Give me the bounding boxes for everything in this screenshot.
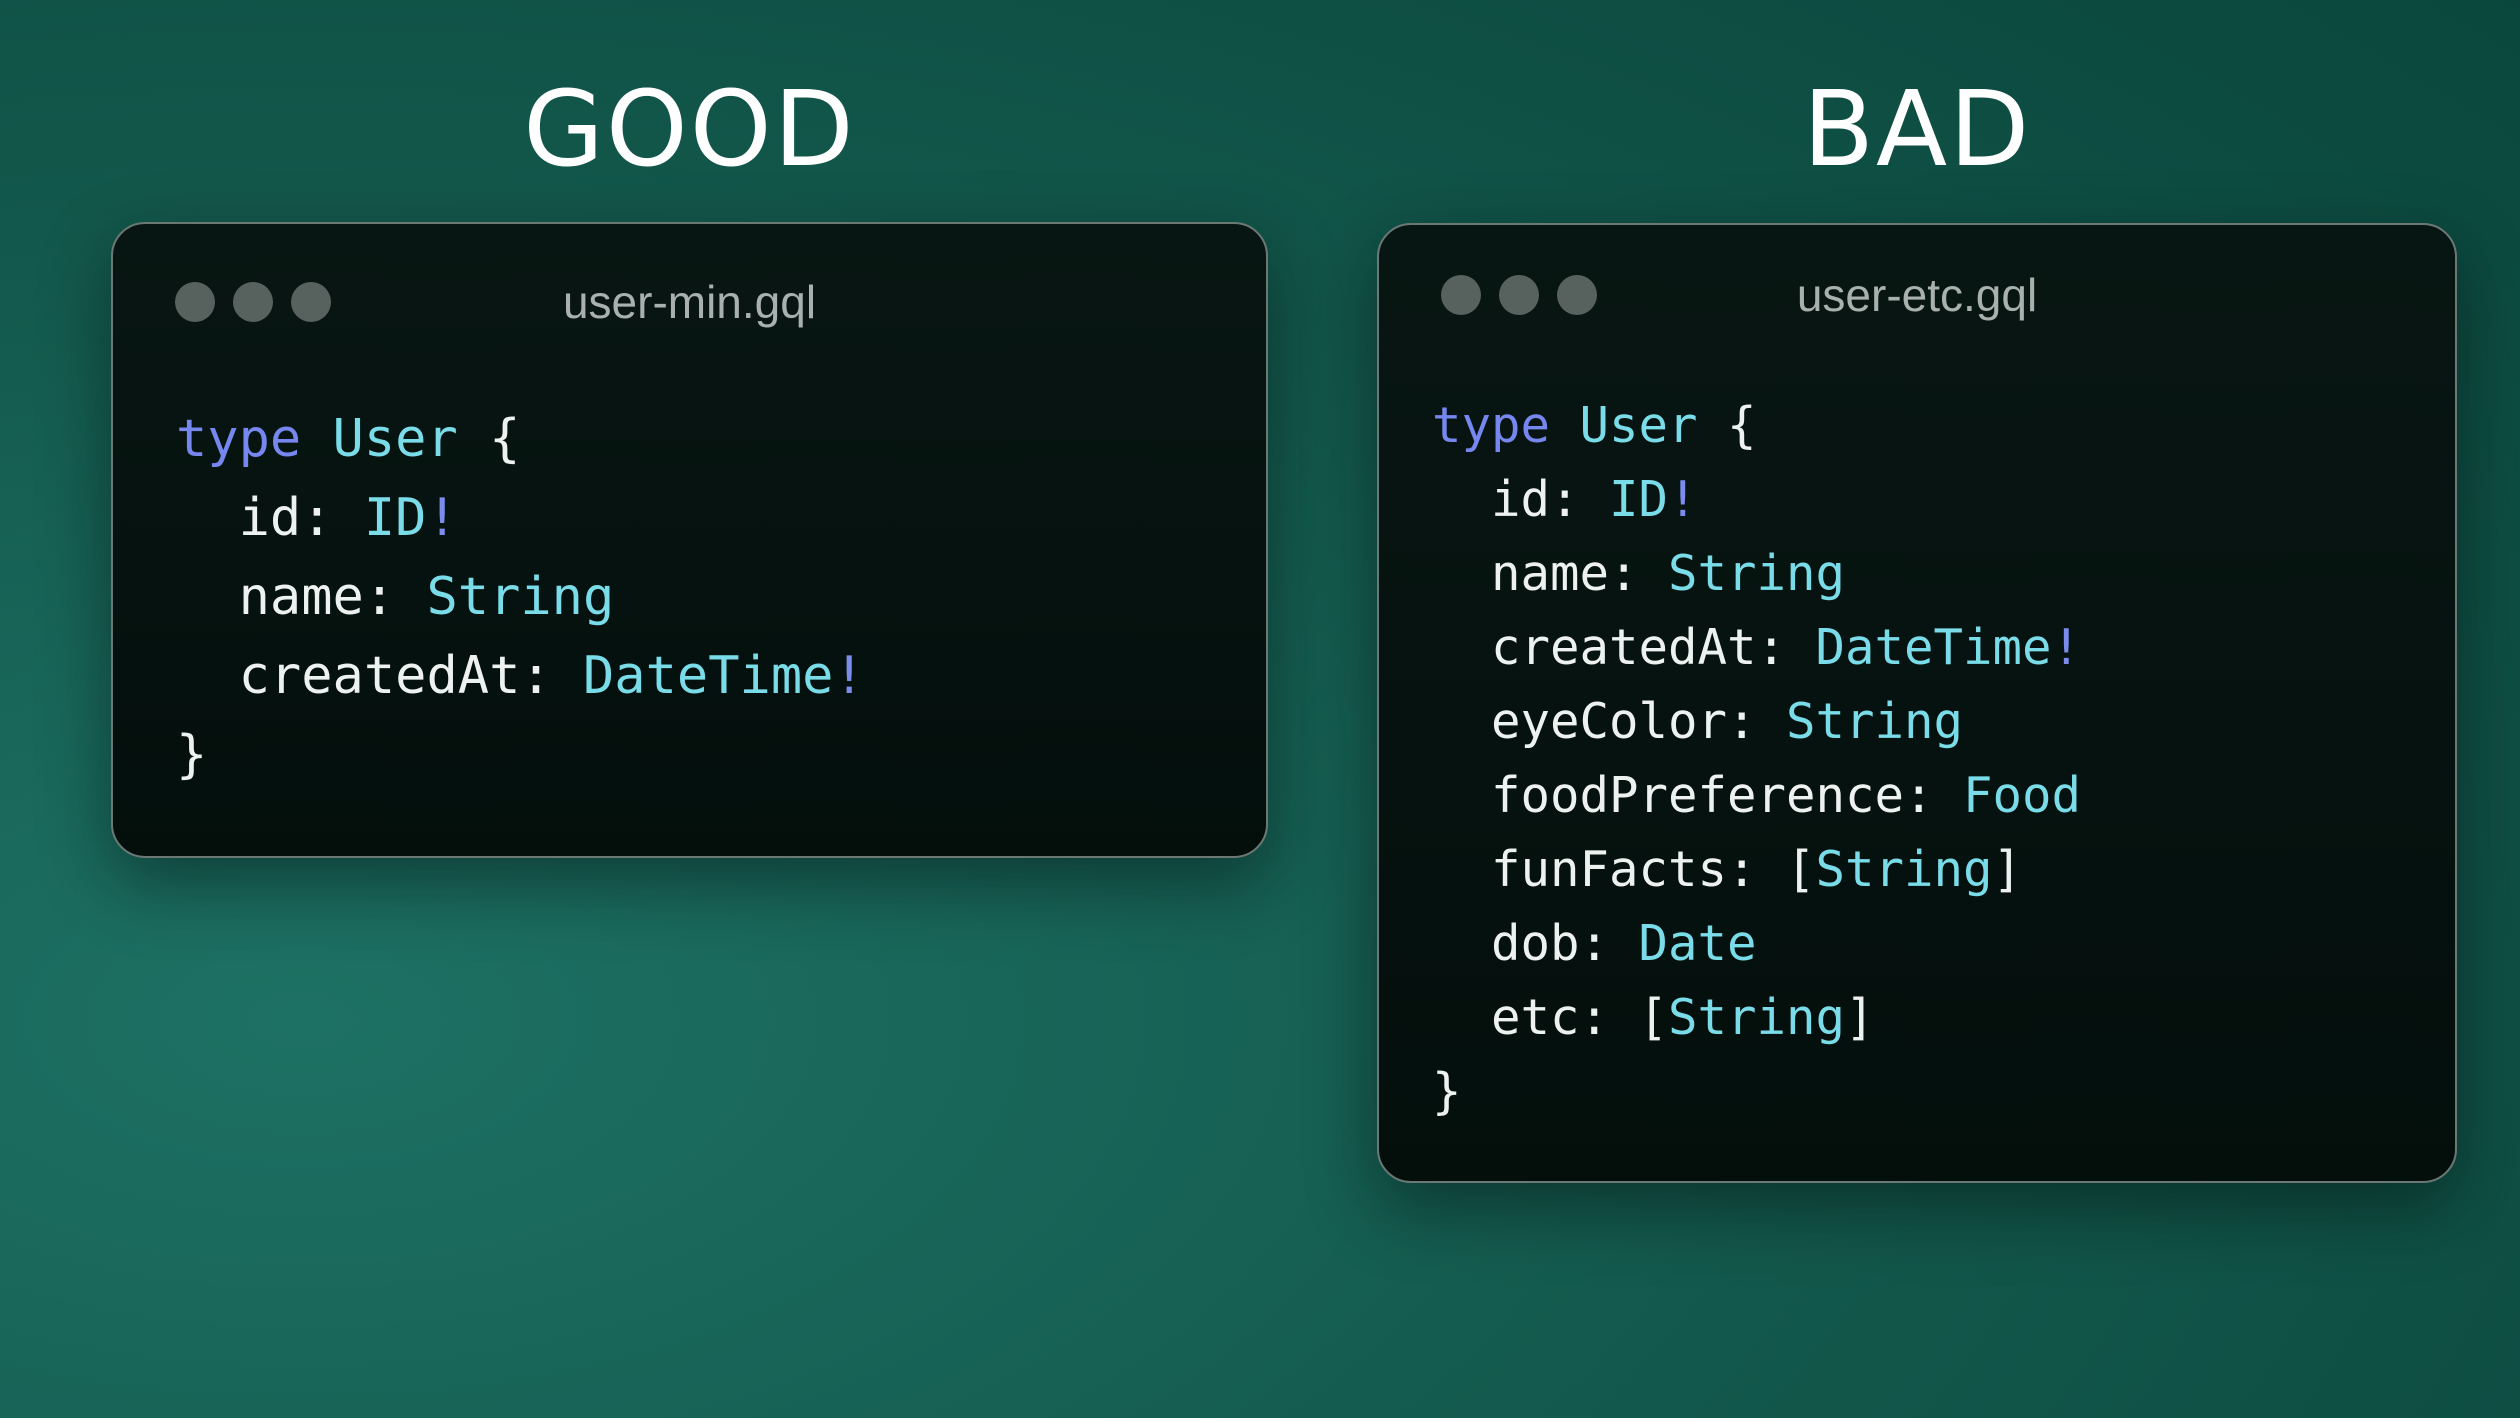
code-token: Food — [1963, 767, 2082, 824]
code-editor-bad: type User { id: ID! name: String created… — [1432, 389, 2081, 1129]
code-line: etc: [String] — [1432, 981, 2081, 1055]
code-line: name: String — [176, 558, 865, 637]
code-line: createdAt: DateTime! — [1432, 611, 2081, 685]
code-line: type User { — [1432, 389, 2081, 463]
code-token: { — [457, 409, 521, 469]
code-window-bad: user-etc.gql type User { id: ID! name: S… — [1377, 223, 2457, 1183]
window-control-dot-icon[interactable] — [291, 282, 331, 322]
code-token: funFacts: [ — [1432, 841, 1816, 898]
code-line: type User { — [176, 400, 865, 479]
window-control-dot-icon[interactable] — [1441, 275, 1481, 315]
code-line: name: String — [1432, 537, 2081, 611]
code-token: { — [1697, 397, 1757, 454]
code-line: dob: Date — [1432, 907, 2081, 981]
window-title: user-min.gql — [562, 276, 817, 328]
code-token: id: — [176, 488, 364, 548]
code-token: createdAt: — [1432, 619, 1816, 676]
code-line: funFacts: [String] — [1432, 833, 2081, 907]
code-line: createdAt: DateTime! — [176, 637, 865, 716]
code-token: String — [1815, 841, 1993, 898]
window-title: user-etc.gql — [1796, 269, 2038, 321]
code-line: } — [176, 716, 865, 795]
heading-bad: BAD — [1802, 68, 2032, 190]
code-token: String — [1668, 545, 1846, 602]
code-token: ! — [1668, 471, 1698, 528]
window-titlebar: user-etc.gql — [1379, 269, 2455, 321]
window-controls — [175, 282, 331, 322]
code-token: id: — [1432, 471, 1610, 528]
window-control-dot-icon[interactable] — [1557, 275, 1597, 315]
code-token: ! — [833, 646, 865, 706]
code-token: ID — [363, 488, 427, 548]
code-token: User — [332, 409, 458, 469]
code-token: foodPreference: — [1432, 767, 1964, 824]
code-token: etc: [ — [1432, 989, 1669, 1046]
code-token: ] — [1845, 989, 1875, 1046]
code-token: name: — [176, 567, 427, 627]
code-token: Date — [1638, 915, 1757, 972]
code-token — [301, 409, 332, 469]
code-line: id: ID! — [1432, 463, 2081, 537]
code-token: createdAt: — [176, 646, 583, 706]
code-token: String — [1668, 989, 1846, 1046]
heading-good: GOOD — [523, 68, 856, 190]
code-token: DateTime — [583, 646, 834, 706]
code-line: eyeColor: String — [1432, 685, 2081, 759]
code-token: type — [1432, 397, 1551, 454]
code-line: id: ID! — [176, 479, 865, 558]
code-token: eyeColor: — [1432, 693, 1787, 750]
code-window-good: user-min.gql type User { id: ID! name: S… — [111, 222, 1268, 858]
code-token: name: — [1432, 545, 1669, 602]
code-token: } — [176, 725, 208, 785]
window-controls — [1441, 275, 1597, 315]
code-line: foodPreference: Food — [1432, 759, 2081, 833]
code-token: ID — [1609, 471, 1669, 528]
code-token: } — [1432, 1063, 1462, 1120]
window-control-dot-icon[interactable] — [233, 282, 273, 322]
code-token: type — [176, 409, 302, 469]
window-control-dot-icon[interactable] — [1499, 275, 1539, 315]
code-token: ] — [1992, 841, 2023, 898]
code-editor-good: type User { id: ID! name: String created… — [176, 400, 865, 795]
code-line: } — [1432, 1055, 2081, 1129]
code-token: User — [1579, 397, 1698, 454]
window-control-dot-icon[interactable] — [175, 282, 215, 322]
code-token: DateTime — [1815, 619, 2052, 676]
window-titlebar: user-min.gql — [113, 276, 1266, 328]
code-token: ! — [2051, 619, 2082, 676]
code-token: String — [1786, 693, 1964, 750]
code-token: String — [426, 567, 615, 627]
code-token: ! — [426, 488, 458, 548]
code-token: dob: — [1432, 915, 1639, 972]
code-token — [1550, 397, 1580, 454]
